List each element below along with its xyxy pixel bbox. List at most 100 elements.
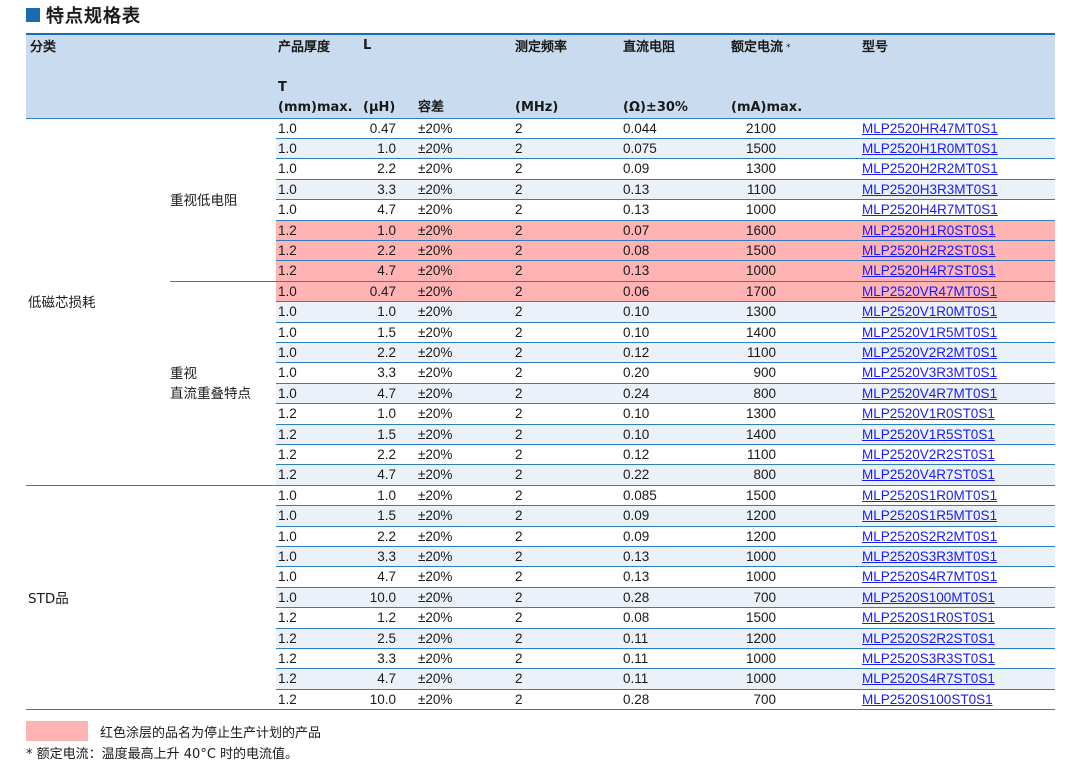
cell-model[interactable]: MLP2520S100MT0S1 <box>862 589 995 605</box>
cell-model[interactable]: MLP2520H2R2MT0S1 <box>862 161 998 177</box>
cell-inductance: 2.2 <box>377 446 396 462</box>
header-tolerance: 容差 <box>418 100 445 115</box>
cell-tolerance: ±20% <box>418 161 453 177</box>
cell-tolerance: ±20% <box>418 344 453 360</box>
cell-tolerance: ±20% <box>418 324 453 340</box>
cell-inductance: 4.7 <box>377 385 396 401</box>
cell-tolerance: ±20% <box>418 406 453 422</box>
cell-model[interactable]: MLP2520V4R7ST0S1 <box>862 467 995 483</box>
cell-inductance: 3.3 <box>377 548 396 564</box>
cell-thickness: 1.0 <box>278 324 297 340</box>
cell-thickness: 1.0 <box>278 508 297 524</box>
cell-thickness: 1.0 <box>278 487 297 503</box>
cell-thickness: 1.2 <box>278 610 297 626</box>
cell-model[interactable]: MLP2520H2R2ST0S1 <box>862 242 996 258</box>
cell-model[interactable]: MLP2520V2R2ST0S1 <box>862 446 995 462</box>
header-frequency: 测定频率 <box>515 40 568 55</box>
cell-model[interactable]: MLP2520S3R3MT0S1 <box>862 548 998 564</box>
cell-current: 700 <box>753 691 776 707</box>
table-row <box>276 464 1055 486</box>
cell-model[interactable]: MLP2520V1R5MT0S1 <box>862 324 998 340</box>
cell-model[interactable]: MLP2520V4R7MT0S1 <box>862 385 998 401</box>
cell-current: 1000 <box>745 569 776 585</box>
cell-model[interactable]: MLP2520VR47MT0S1 <box>862 283 998 299</box>
cell-inductance: 2.2 <box>377 161 396 177</box>
cell-frequency: 2 <box>515 671 523 687</box>
cell-thickness: 1.2 <box>278 467 297 483</box>
table-row <box>276 138 1055 159</box>
row-divider <box>276 382 1055 384</box>
cell-frequency: 2 <box>515 324 523 340</box>
cell-frequency: 2 <box>515 120 523 136</box>
cell-inductance: 2.2 <box>377 242 396 258</box>
cell-model[interactable]: MLP2520S4R7ST0S1 <box>862 671 995 687</box>
cell-model[interactable]: MLP2520S3R3ST0S1 <box>862 650 995 666</box>
cell-model[interactable]: MLP2520V2R2MT0S1 <box>862 344 998 360</box>
cell-current: 700 <box>753 589 776 605</box>
row-divider <box>276 403 1055 405</box>
cell-tolerance: ±20% <box>418 263 453 279</box>
cell-model[interactable]: MLP2520H4R7MT0S1 <box>862 202 998 218</box>
cell-thickness: 1.2 <box>278 630 297 646</box>
cell-tolerance: ±20% <box>418 528 453 544</box>
cell-model[interactable]: MLP2520H1R0MT0S1 <box>862 140 998 156</box>
cell-current: 1400 <box>745 324 776 340</box>
cell-dcr: 0.10 <box>623 406 650 422</box>
cell-model[interactable]: MLP2520S100ST0S1 <box>862 691 993 707</box>
cell-model[interactable]: MLP2520H4R7ST0S1 <box>862 263 996 279</box>
cell-model[interactable]: MLP2520S2R2MT0S1 <box>862 528 998 544</box>
title-rule <box>26 33 1055 35</box>
cell-current: 2100 <box>745 120 776 136</box>
header-current-text: 额定电流 <box>731 40 784 55</box>
cell-model[interactable]: MLP2520S1R0ST0S1 <box>862 610 995 626</box>
footnote-text: 额定电流：温度最高上升 40°C 时的电流值。 <box>36 747 299 762</box>
cell-current: 1400 <box>745 426 776 442</box>
cell-inductance: 0.47 <box>369 120 396 136</box>
cell-model[interactable]: MLP2520V3R3MT0S1 <box>862 365 998 381</box>
cell-model[interactable]: MLP2520HR47MT0S1 <box>862 120 998 136</box>
cell-inductance: 1.0 <box>377 406 396 422</box>
cell-thickness: 1.0 <box>278 385 297 401</box>
row-divider <box>276 341 1055 343</box>
cell-current: 1600 <box>745 222 776 238</box>
cell-dcr: 0.13 <box>623 548 650 564</box>
header-current-unit: (mA)max. <box>731 100 803 115</box>
cell-inductance: 1.5 <box>377 426 396 442</box>
cell-current: 1300 <box>745 406 776 422</box>
cell-tolerance: ±20% <box>418 650 453 666</box>
cell-model[interactable]: MLP2520S2R2ST0S1 <box>862 630 995 646</box>
cell-current: 1200 <box>745 508 776 524</box>
cell-model[interactable]: MLP2520V1R0MT0S1 <box>862 304 998 320</box>
cell-dcr: 0.12 <box>623 344 650 360</box>
cell-model[interactable]: MLP2520V1R5ST0S1 <box>862 426 995 442</box>
cell-inductance: 2.2 <box>377 528 396 544</box>
cell-dcr: 0.11 <box>623 650 649 666</box>
cell-frequency: 2 <box>515 283 523 299</box>
row-divider <box>276 423 1055 425</box>
header-thickness-unit: (mm)max. <box>278 100 353 115</box>
row-divider <box>276 525 1055 527</box>
cell-model[interactable]: MLP2520S1R5MT0S1 <box>862 508 998 524</box>
cell-model[interactable]: MLP2520V1R0ST0S1 <box>862 406 995 422</box>
row-divider <box>276 178 1055 180</box>
cell-inductance: 10.0 <box>369 691 396 707</box>
cell-thickness: 1.0 <box>278 283 297 299</box>
cell-model[interactable]: MLP2520S1R0MT0S1 <box>862 487 998 503</box>
cell-tolerance: ±20% <box>418 610 453 626</box>
cell-model[interactable]: MLP2520H3R3MT0S1 <box>862 181 998 197</box>
cell-thickness: 1.0 <box>278 202 297 218</box>
cell-model[interactable]: MLP2520S4R7MT0S1 <box>862 569 998 585</box>
cell-current: 1000 <box>745 650 776 666</box>
cell-current: 1000 <box>745 263 776 279</box>
cell-current: 1100 <box>746 344 776 360</box>
cell-frequency: 2 <box>515 140 523 156</box>
cell-thickness: 1.2 <box>278 671 297 687</box>
cell-model[interactable]: MLP2520H1R0ST0S1 <box>862 222 996 238</box>
subcategory-low-resistance: 重视低电阻 <box>170 193 238 209</box>
cell-frequency: 2 <box>515 467 523 483</box>
cell-frequency: 2 <box>515 304 523 320</box>
cell-frequency: 2 <box>515 446 523 462</box>
row-divider <box>26 709 1055 711</box>
cell-current: 1100 <box>746 446 776 462</box>
row-divider <box>276 566 1055 568</box>
